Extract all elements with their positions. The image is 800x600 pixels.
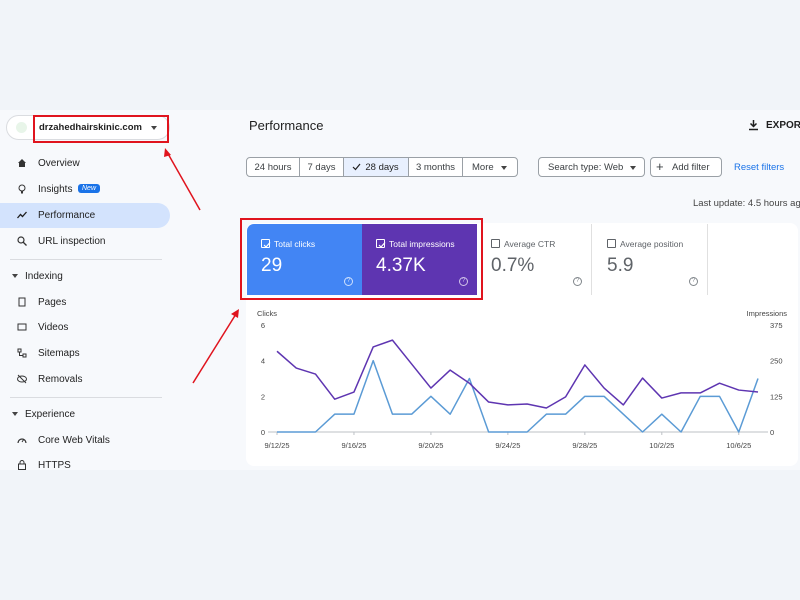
bulb-icon: [18, 184, 26, 194]
y-axis-title: Clicks: [257, 309, 277, 318]
last-update: Last update: 4.5 hours ago: [693, 198, 800, 209]
nav-item[interactable]: Videos: [38, 322, 69, 333]
highlight-box: [33, 115, 169, 143]
plus-icon: +: [656, 159, 664, 174]
nav-item[interactable]: Removals: [38, 374, 83, 385]
search-type-filter[interactable]: Search type: Web: [538, 157, 645, 177]
search-icon: [17, 236, 27, 246]
nav-item[interactable]: HTTPS: [38, 460, 71, 471]
dropdown-caret: [501, 166, 507, 170]
metric-card[interactable]: Total clicks 29 ?: [247, 224, 362, 295]
checkmark: [378, 242, 386, 248]
metric-card[interactable]: Total impressions 4.37K ?: [362, 224, 477, 295]
metric-value: 4.37K: [376, 255, 426, 276]
removals-icon: [17, 374, 27, 384]
nav-item[interactable]: URL inspection: [38, 236, 106, 247]
arrowhead: [231, 309, 239, 318]
range-button[interactable]: More: [462, 157, 518, 177]
property-name: drzahedhairskinic.com: [39, 122, 142, 133]
checkbox[interactable]: [491, 239, 500, 248]
divider: [10, 259, 162, 260]
arrow: [192, 313, 237, 384]
y2-tick-label: 250: [770, 357, 783, 366]
nav-item[interactable]: Pages: [38, 297, 67, 308]
metric-card[interactable]: Average position 5.9 ?: [593, 224, 708, 295]
range-button[interactable]: 24 hours: [246, 157, 300, 177]
metric-card[interactable]: Average CTR 0.7% ?: [477, 224, 592, 295]
pages-icon: [18, 297, 26, 307]
metric-label: Total clicks: [274, 239, 316, 249]
arrow: [166, 151, 201, 211]
nav-item[interactable]: Sitemaps: [38, 348, 80, 359]
nav-highlight: [0, 203, 170, 228]
check-icon: [352, 163, 361, 171]
dropdown-caret: [630, 166, 636, 170]
section-title[interactable]: Experience: [25, 409, 76, 420]
export-button[interactable]: EXPORT: [766, 120, 800, 131]
y2-tick-label: 0: [770, 428, 774, 437]
arrowhead: [164, 148, 171, 157]
x-tick-label: 9/20/25: [418, 441, 443, 450]
help-icon[interactable]: ?: [573, 277, 582, 286]
download-icon: [749, 120, 758, 131]
x-tick-label: 9/16/25: [341, 441, 366, 450]
home-icon: [18, 159, 26, 167]
add-filter-button[interactable]: Add filter: [650, 157, 722, 177]
page-title: Performance: [249, 118, 324, 133]
y2-tick-label: 375: [770, 321, 783, 330]
nav-item[interactable]: Core Web Vitals: [38, 435, 110, 446]
nav-item[interactable]: Insights: [38, 184, 73, 195]
metric-value: 0.7%: [491, 255, 535, 276]
property-icon: [16, 122, 27, 133]
section-caret: [12, 412, 18, 416]
sitemaps-icon: [17, 348, 27, 358]
dropdown-caret: [151, 126, 157, 130]
y2-tick-label: 125: [770, 392, 783, 401]
checkmark: [263, 242, 271, 248]
sidebar: drzahedhairskinic.com Overview Insights …: [0, 110, 176, 471]
y-tick-label: 0: [261, 428, 265, 437]
series-line: [276, 339, 759, 409]
highlight-box: [240, 218, 483, 300]
x-tick-label: 9/24/25: [495, 441, 520, 450]
section-title[interactable]: Indexing: [25, 271, 63, 282]
y-tick-label: 6: [261, 321, 265, 330]
lock-icon: [18, 460, 26, 470]
x-tick-label: 10/6/25: [726, 441, 751, 450]
y-tick-label: 4: [261, 357, 265, 366]
x-tick-label: 10/2/25: [649, 441, 674, 450]
checkbox[interactable]: [607, 239, 616, 248]
series-line: [277, 359, 759, 433]
new-badge: New: [78, 184, 101, 193]
nav-item[interactable]: Overview: [38, 158, 80, 169]
metric-label: Total impressions: [389, 239, 455, 249]
section-caret: [12, 274, 18, 278]
metric-value: 5.9: [607, 255, 634, 276]
divider: [10, 397, 162, 398]
metric-label: Average CTR: [504, 239, 556, 249]
nav-item[interactable]: Performance: [38, 210, 96, 221]
help-icon[interactable]: ?: [344, 277, 353, 286]
gauge-icon: [17, 438, 27, 444]
help-icon[interactable]: ?: [459, 277, 468, 286]
y-tick-label: 2: [261, 392, 265, 401]
x-tick-label: 9/12/25: [264, 441, 289, 450]
help-icon[interactable]: ?: [689, 277, 698, 286]
trend-icon: [17, 211, 27, 219]
x-tick-label: 9/28/25: [572, 441, 597, 450]
y2-axis-title: Impressions: [747, 309, 788, 318]
videos-icon: [17, 323, 27, 331]
reset-filters-link[interactable]: Reset filters: [734, 162, 785, 173]
metric-label: Average position: [620, 239, 684, 249]
metric-value: 29: [261, 255, 283, 276]
